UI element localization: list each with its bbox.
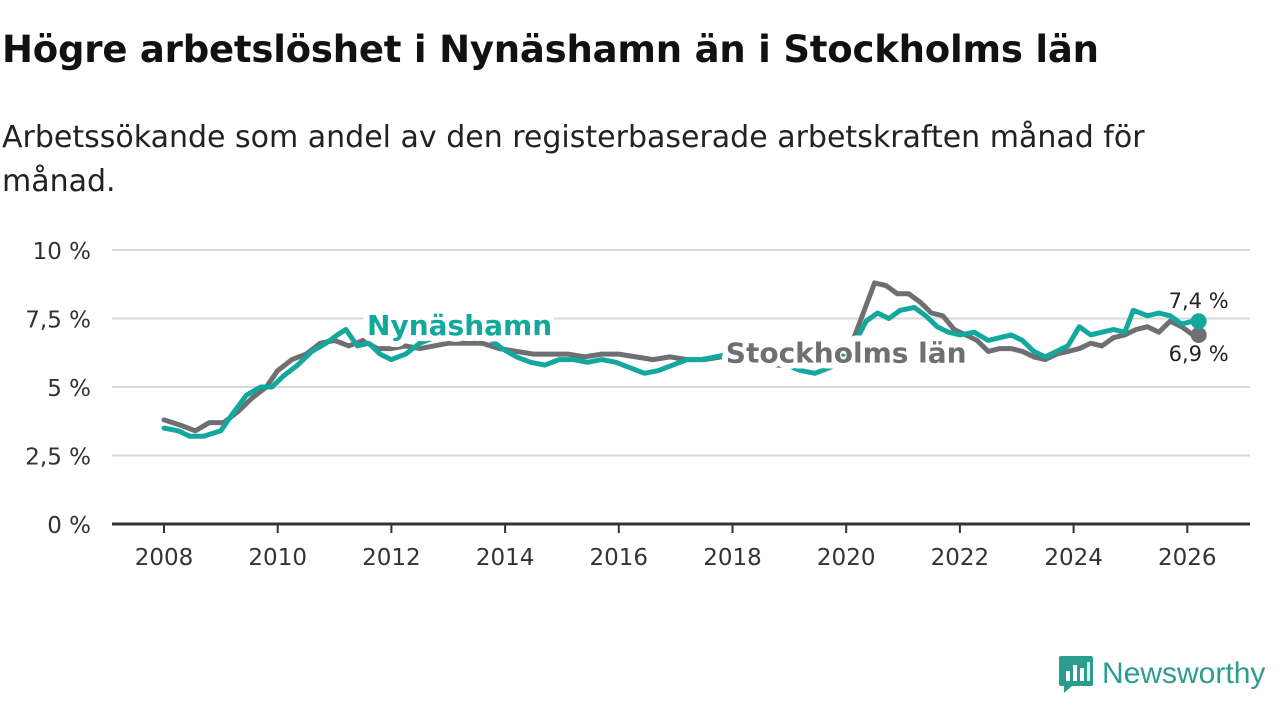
series-labels: 6,9 % Stockholms län 7,4 % Nynäshamn bbox=[361, 289, 1229, 375]
series-end-label: 7,4 % bbox=[1169, 289, 1229, 313]
newsworthy-logo[interactable]: Newsworthy bbox=[1058, 654, 1265, 694]
x-tick-label: 2008 bbox=[135, 545, 194, 571]
x-tick-label: 2016 bbox=[590, 545, 649, 571]
x-axis: 2008 2010 2012 2014 2016 2018 2020 2022 2024 2026 bbox=[112, 522, 1250, 571]
x-tick-label: 2018 bbox=[703, 545, 762, 571]
y-tick-label: 0 % bbox=[47, 513, 91, 539]
chart-title: Högre arbetslöshet i Nynäshamn än i Stoc… bbox=[2, 28, 1099, 71]
series-name-label: Nynäshamn bbox=[367, 309, 552, 342]
y-tick-label: 5 % bbox=[47, 376, 91, 402]
series-name-label: Stockholms län bbox=[726, 336, 967, 369]
y-axis: 0 % 2,5 % 5 % 7,5 % 10 % bbox=[25, 239, 91, 539]
x-tick-label: 2022 bbox=[931, 545, 990, 571]
y-tick-label: 2,5 % bbox=[25, 445, 91, 471]
x-tick-label: 2026 bbox=[1158, 545, 1217, 571]
y-tick-label: 7,5 % bbox=[25, 308, 91, 334]
series-lines bbox=[161, 280, 1202, 439]
brand-name: Newsworthy bbox=[1102, 657, 1266, 690]
series-end-dot bbox=[1190, 326, 1207, 343]
x-tick-label: 2010 bbox=[248, 545, 307, 571]
y-tick-label: 10 % bbox=[33, 239, 91, 265]
x-tick-label: 2014 bbox=[476, 545, 535, 571]
series-end-label: 6,9 % bbox=[1169, 342, 1229, 366]
newsworthy-chart-icon bbox=[1059, 656, 1093, 693]
x-tick-label: 2024 bbox=[1044, 545, 1103, 571]
chart-subtitle: Arbetssökande som andel av den registerb… bbox=[2, 120, 1145, 199]
x-tick-label: 2012 bbox=[362, 545, 421, 571]
grid-lines bbox=[112, 249, 1250, 457]
x-tick-label: 2020 bbox=[817, 545, 876, 571]
series-line-nyn-shamn bbox=[161, 305, 1202, 439]
series-end-dot bbox=[1190, 313, 1207, 330]
